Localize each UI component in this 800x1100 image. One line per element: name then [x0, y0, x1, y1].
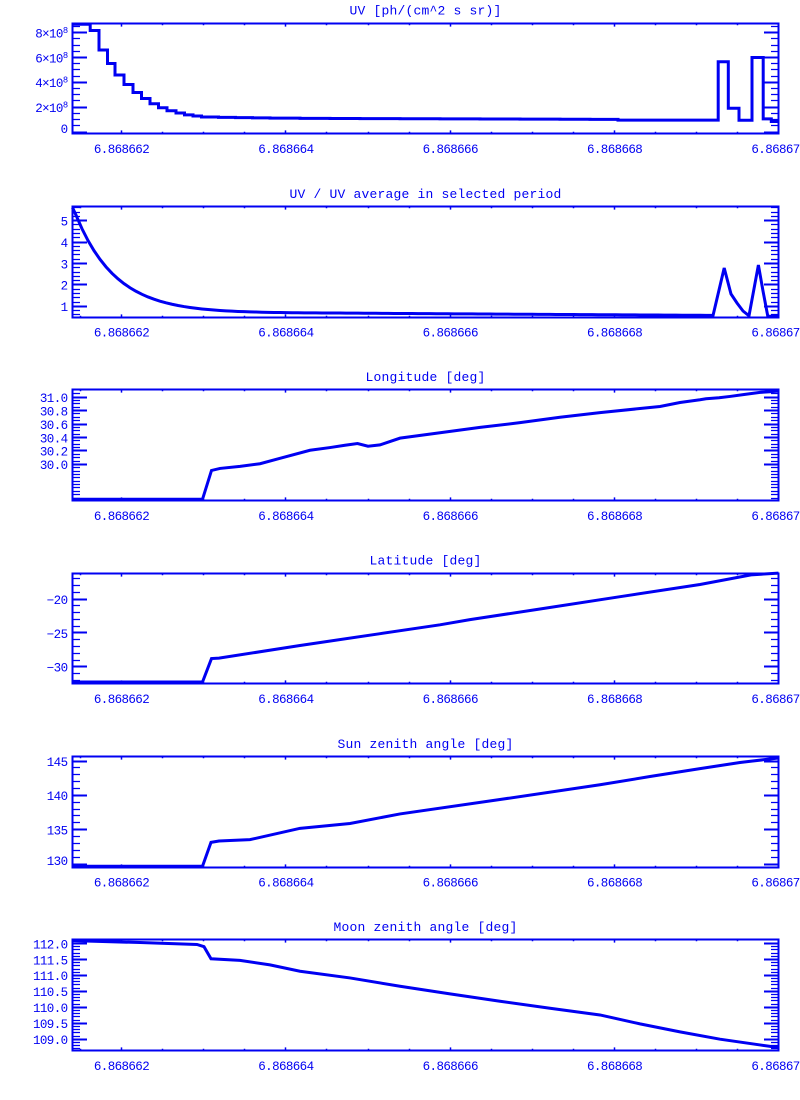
svg-text:112.0: 112.0: [33, 938, 68, 952]
svg-text:6.868666: 6.868666: [423, 876, 478, 890]
svg-text:6.868666: 6.868666: [423, 143, 478, 157]
svg-text:6.868668: 6.868668: [587, 1060, 642, 1074]
svg-text:109.0: 109.0: [33, 1034, 68, 1048]
svg-text:140: 140: [47, 790, 68, 804]
svg-text:6.868670: 6.868670: [751, 693, 800, 707]
svg-text:Moon zenith angle [deg]: Moon zenith angle [deg]: [333, 920, 517, 935]
svg-text:Longitude [deg]: Longitude [deg]: [365, 370, 485, 385]
svg-text:110.5: 110.5: [33, 986, 68, 1000]
svg-text:145: 145: [47, 756, 68, 770]
svg-text:6.868670: 6.868670: [751, 510, 800, 524]
svg-text:6.868666: 6.868666: [423, 1060, 478, 1074]
svg-text:6.868670: 6.868670: [751, 326, 800, 340]
svg-text:1: 1: [61, 301, 68, 315]
svg-text:6.868662: 6.868662: [94, 1060, 149, 1074]
svg-text:6.868670: 6.868670: [751, 143, 800, 157]
svg-text:6.868662: 6.868662: [94, 510, 149, 524]
svg-text:6.868664: 6.868664: [258, 876, 313, 890]
svg-text:6.868662: 6.868662: [94, 143, 149, 157]
svg-text:111.5: 111.5: [33, 954, 68, 968]
svg-text:−20: −20: [47, 594, 68, 608]
svg-text:30.0: 30.0: [40, 459, 68, 473]
svg-text:31.0: 31.0: [40, 392, 68, 406]
svg-text:30.8: 30.8: [40, 405, 68, 419]
svg-text:8×108: 8×108: [35, 26, 68, 42]
svg-text:Sun zenith angle [deg]: Sun zenith angle [deg]: [337, 737, 513, 752]
svg-text:111.0: 111.0: [33, 970, 68, 984]
svg-text:6.868668: 6.868668: [587, 143, 642, 157]
svg-text:6.868664: 6.868664: [258, 510, 313, 524]
svg-text:2: 2: [61, 280, 68, 294]
svg-text:30.6: 30.6: [40, 419, 68, 433]
svg-text:6×108: 6×108: [35, 51, 68, 67]
svg-text:130: 130: [47, 855, 68, 869]
svg-text:6.868666: 6.868666: [423, 693, 478, 707]
svg-text:30.2: 30.2: [40, 446, 68, 460]
svg-text:30.4: 30.4: [40, 432, 68, 446]
svg-text:6.868662: 6.868662: [94, 693, 149, 707]
svg-text:6.868666: 6.868666: [423, 326, 478, 340]
svg-text:6.868662: 6.868662: [94, 876, 149, 890]
svg-text:4: 4: [61, 237, 68, 251]
svg-text:6.868664: 6.868664: [258, 326, 313, 340]
svg-text:6.868664: 6.868664: [258, 693, 313, 707]
svg-text:6.868670: 6.868670: [751, 1060, 800, 1074]
svg-text:6.868662: 6.868662: [94, 326, 149, 340]
svg-text:UV [ph/(cm^2 s sr)]: UV [ph/(cm^2 s sr)]: [349, 4, 501, 19]
svg-text:0: 0: [61, 123, 68, 137]
svg-text:6.868668: 6.868668: [587, 876, 642, 890]
svg-text:−25: −25: [47, 628, 68, 642]
svg-text:135: 135: [47, 825, 68, 839]
svg-text:UV / UV average in selected pe: UV / UV average in selected period: [289, 187, 561, 202]
svg-text:109.5: 109.5: [33, 1018, 68, 1032]
svg-text:5: 5: [61, 216, 68, 230]
svg-text:Latitude [deg]: Latitude [deg]: [369, 554, 481, 569]
svg-text:2×108: 2×108: [35, 100, 68, 116]
svg-text:4×108: 4×108: [35, 76, 68, 92]
svg-text:−30: −30: [47, 662, 68, 676]
svg-text:6.868664: 6.868664: [258, 143, 313, 157]
svg-text:6.868666: 6.868666: [423, 510, 478, 524]
svg-text:6.868670: 6.868670: [751, 876, 800, 890]
svg-text:6.868664: 6.868664: [258, 1060, 313, 1074]
svg-text:6.868668: 6.868668: [587, 510, 642, 524]
svg-text:110.0: 110.0: [33, 1002, 68, 1016]
svg-text:3: 3: [61, 258, 68, 272]
svg-text:6.868668: 6.868668: [587, 693, 642, 707]
svg-text:6.868668: 6.868668: [587, 326, 642, 340]
